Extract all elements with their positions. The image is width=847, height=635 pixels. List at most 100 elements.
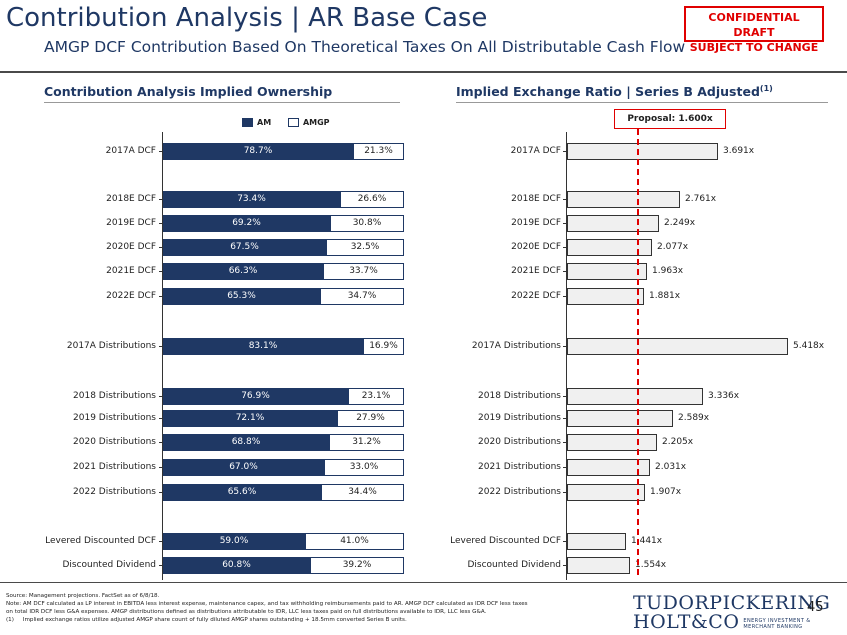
ownership-legend: AM AMGP <box>242 118 344 127</box>
ownership-axis-tick <box>159 296 163 297</box>
ownership-category-label: 2017A Distributions <box>66 341 156 351</box>
ratio-axis-tick <box>563 541 567 542</box>
ownership-axis-tick <box>159 271 163 272</box>
ratio-category-label: 2019 Distributions <box>478 413 561 423</box>
ownership-category-label: 2018 Distributions <box>73 391 156 401</box>
page-title: Contribution Analysis | AR Base Case <box>6 3 488 33</box>
ratio-category-label: 2018 Distributions <box>478 391 561 401</box>
left-section-title: Contribution Analysis Implied Ownership <box>44 84 333 99</box>
ratio-category-label: 2020 Distributions <box>478 437 561 447</box>
page-number: 45 <box>807 600 824 615</box>
ratio-value-label: 2.249x <box>664 218 696 228</box>
logo-line-1: TUDORPICKERING <box>633 592 831 614</box>
logo-line-2: HOLT&CO <box>633 611 740 633</box>
ownership-axis-tick <box>159 541 163 542</box>
ownership-bar-amgp: 34.7% <box>320 288 404 305</box>
ratio-category-label: 2017A Distributions <box>471 341 561 351</box>
ownership-bar-amgp: 21.3% <box>353 143 404 160</box>
ownership-bar-amgp: 27.9% <box>337 410 404 427</box>
ratio-value-label: 2.589x <box>678 413 710 423</box>
ownership-bar-amgp: 30.8% <box>330 215 404 232</box>
ratio-axis-tick <box>563 296 567 297</box>
ownership-axis-tick <box>159 565 163 566</box>
ownership-category-label: 2020E DCF <box>106 242 156 252</box>
confidential-line-1: CONFIDENTIAL DRAFT <box>708 11 800 39</box>
ownership-category-label: 2022E DCF <box>106 291 156 301</box>
ratio-bar <box>567 484 645 501</box>
company-logo: TUDORPICKERING HOLT&CO ENERGY INVESTMENT … <box>633 594 830 632</box>
footer-divider <box>0 582 847 583</box>
ratio-value-label: 1.441x <box>631 536 663 546</box>
ownership-axis-tick <box>159 418 163 419</box>
footnote-1-number: (1) <box>6 617 14 623</box>
ratio-bar <box>567 410 673 427</box>
proposal-reference-line <box>637 129 639 575</box>
left-section-divider <box>44 102 400 103</box>
confidential-stamp: CONFIDENTIAL DRAFT SUBJECT TO CHANGE <box>684 6 824 54</box>
ratio-category-label: 2020E DCF <box>511 242 561 252</box>
ratio-category-label: 2022 Distributions <box>478 487 561 497</box>
ratio-axis-tick <box>563 565 567 566</box>
legend-item-am: AM <box>242 118 271 127</box>
ratio-value-label: 1.881x <box>649 291 681 301</box>
ratio-value-label: 1.907x <box>650 487 682 497</box>
ownership-y-axis <box>162 132 163 580</box>
ownership-bar-am: 68.8% <box>163 434 329 451</box>
ownership-bar-amgp: 31.2% <box>329 434 404 451</box>
ratio-category-label: 2021 Distributions <box>478 462 561 472</box>
ratio-value-label: 2.761x <box>685 194 717 204</box>
ratio-value-label: 2.205x <box>662 437 694 447</box>
page-subtitle: AMGP DCF Contribution Based On Theoretic… <box>44 38 686 56</box>
ratio-bar <box>567 263 647 280</box>
ratio-category-label: 2018E DCF <box>511 194 561 204</box>
legend-label-am: AM <box>257 118 272 127</box>
legend-label-amgp: AMGP <box>302 118 330 127</box>
ownership-category-label: 2022 Distributions <box>73 487 156 497</box>
ownership-bar-am: 76.9% <box>163 388 348 405</box>
ownership-axis-tick <box>159 223 163 224</box>
ratio-value-label: 1.963x <box>652 266 684 276</box>
ownership-bar-am: 69.2% <box>163 215 330 232</box>
ownership-category-label: 2019 Distributions <box>73 413 156 423</box>
ratio-category-label: 2021E DCF <box>511 266 561 276</box>
ownership-category-label: 2018E DCF <box>106 194 156 204</box>
ownership-bar-amgp: 34.4% <box>321 484 404 501</box>
ownership-bar-amgp: 33.0% <box>324 459 404 476</box>
ownership-axis-tick <box>159 151 163 152</box>
ratio-value-label: 3.691x <box>723 146 755 156</box>
ownership-category-label: Levered Discounted DCF <box>45 536 156 546</box>
ownership-bar-am: 66.3% <box>163 263 323 280</box>
ownership-bar-am: 83.1% <box>163 338 363 355</box>
ownership-bar-amgp: 23.1% <box>348 388 404 405</box>
ratio-bar <box>567 288 644 305</box>
footnote-note-line-1: Note: AM DCF calculated as LP interest i… <box>6 601 528 607</box>
ratio-bar <box>567 215 659 232</box>
ratio-axis-tick <box>563 151 567 152</box>
ownership-axis-tick <box>159 492 163 493</box>
ownership-category-label: 2021 Distributions <box>73 462 156 472</box>
ratio-axis-tick <box>563 199 567 200</box>
ownership-category-label: 2019E DCF <box>106 218 156 228</box>
ownership-bar-am: 67.0% <box>163 459 324 476</box>
ratio-bar <box>567 239 652 256</box>
ownership-axis-tick <box>159 199 163 200</box>
title-divider <box>0 71 847 73</box>
ownership-bar-am: 67.5% <box>163 239 326 256</box>
ownership-bar-am: 60.8% <box>163 557 310 574</box>
logo-tagline-1: ENERGY INVESTMENT & <box>743 617 811 624</box>
ratio-axis-tick <box>563 346 567 347</box>
ratio-value-label: 1.554x <box>635 560 667 570</box>
ownership-bar-amgp: 33.7% <box>323 263 404 280</box>
legend-swatch-am <box>242 118 253 127</box>
ratio-bar <box>567 143 718 160</box>
ownership-axis-tick <box>159 396 163 397</box>
ratio-bar <box>567 388 703 405</box>
ownership-bar-amgp: 26.6% <box>340 191 404 208</box>
ownership-category-label: Discounted Dividend <box>62 560 156 570</box>
ratio-bar <box>567 533 626 550</box>
ownership-bar-amgp: 41.0% <box>305 533 404 550</box>
ratio-value-label: 2.077x <box>657 242 689 252</box>
ownership-bar-am: 65.6% <box>163 484 321 501</box>
ratio-bar <box>567 191 680 208</box>
ownership-axis-tick <box>159 442 163 443</box>
